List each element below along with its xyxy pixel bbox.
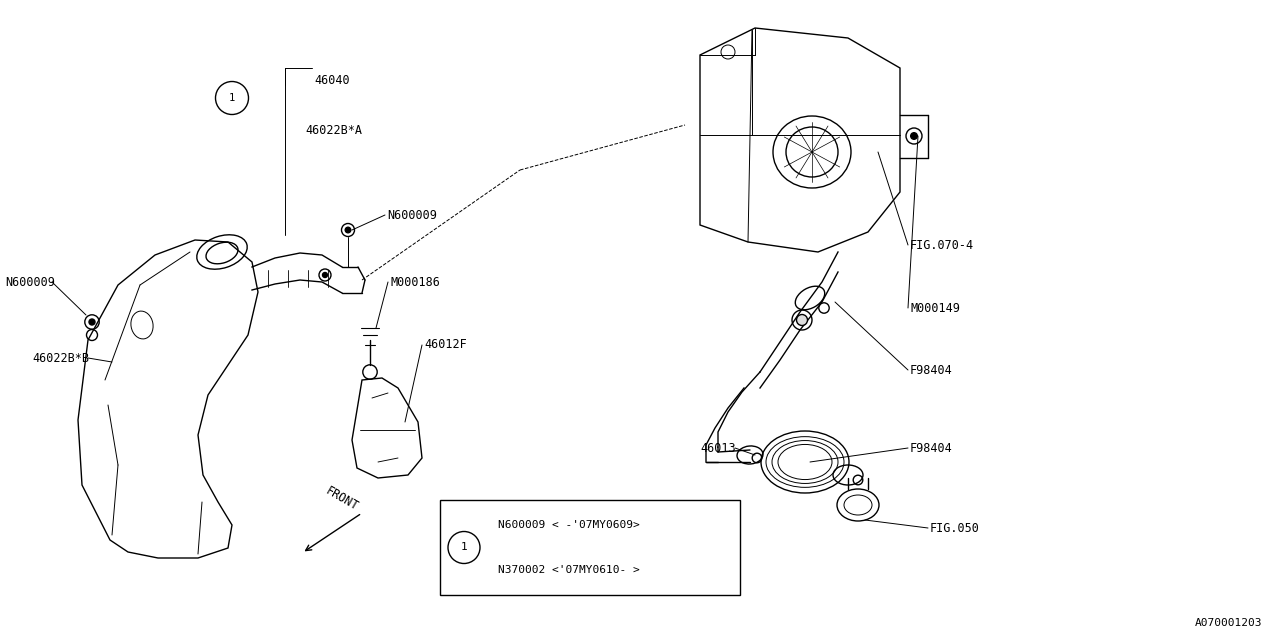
Text: 1: 1 <box>229 93 236 103</box>
Text: 46022B*B: 46022B*B <box>32 351 90 365</box>
FancyBboxPatch shape <box>440 500 740 595</box>
Text: N600009 < -'07MY0609>: N600009 < -'07MY0609> <box>498 520 640 530</box>
Text: FIG.070-4: FIG.070-4 <box>910 239 974 252</box>
Text: FIG.050: FIG.050 <box>931 522 980 534</box>
Text: 46022B*A: 46022B*A <box>305 124 362 136</box>
Text: N370002 <'07MY0610- >: N370002 <'07MY0610- > <box>498 565 640 575</box>
Text: M000149: M000149 <box>910 301 960 314</box>
Text: FRONT: FRONT <box>324 484 361 513</box>
Text: M000186: M000186 <box>390 275 440 289</box>
Circle shape <box>323 273 328 278</box>
Text: 1: 1 <box>461 543 467 552</box>
Text: 46013: 46013 <box>700 442 736 454</box>
Text: F98404: F98404 <box>910 364 952 376</box>
Text: 46040: 46040 <box>314 74 349 86</box>
Text: N600009: N600009 <box>5 275 55 289</box>
Text: A070001203: A070001203 <box>1194 618 1262 628</box>
Text: 46012F: 46012F <box>424 339 467 351</box>
Text: F98404: F98404 <box>910 442 952 454</box>
Text: N600009: N600009 <box>387 209 436 221</box>
Circle shape <box>796 314 808 326</box>
Circle shape <box>346 227 351 233</box>
Circle shape <box>910 132 918 140</box>
Circle shape <box>90 319 95 325</box>
